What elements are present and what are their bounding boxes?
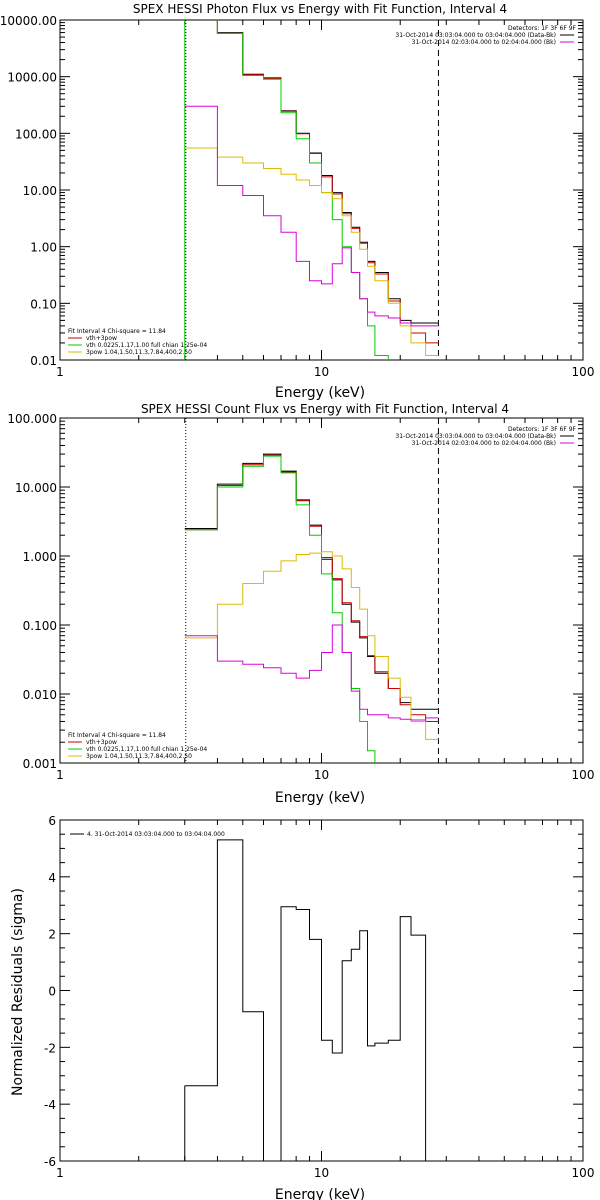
residuals-y-tick-label: -6 bbox=[44, 1155, 56, 1169]
residuals-y-tick-label: 6 bbox=[48, 814, 56, 828]
photon-flux-y-tick-label: 0.10 bbox=[30, 297, 57, 311]
chart-marks: 1 10 1000.010.101.0010.00100.001000.001000… bbox=[0, 14, 595, 1180]
photon-flux-series-vth bbox=[216, 20, 389, 360]
residuals-y-tick-label: 4 bbox=[48, 871, 56, 885]
photon-flux-legend-left: Fit Interval 4 Chi-square = 11.84 vth+3p… bbox=[68, 328, 207, 356]
residuals-x-tick-label: 10 bbox=[314, 1166, 329, 1180]
count-flux-xlabel: Energy (keV) bbox=[275, 790, 365, 806]
residuals-y-tick-label: -4 bbox=[44, 1098, 56, 1112]
residuals-x-tick-label: 1 bbox=[56, 1166, 64, 1180]
count-flux-y-tick-label: 0.010 bbox=[23, 688, 57, 702]
photon-flux-series-bk bbox=[184, 105, 439, 327]
residuals-x-tick-label: 100 bbox=[572, 1166, 595, 1180]
count-flux-x-tick-label: 100 bbox=[572, 768, 595, 782]
count-flux-y-tick-label: 10.000 bbox=[15, 481, 57, 495]
residuals-series-group bbox=[184, 839, 439, 1161]
count-flux-legend-bk: 31-Oct-2014 02:03:04.000 to 02:04:04.000… bbox=[412, 440, 556, 447]
photon-flux-legend-vth: vth 0.0225,1.17,1.00 full chian 1.25e-04 bbox=[86, 342, 207, 349]
photon-flux-title: SPEX HESSI Photon Flux vs Energy with Fi… bbox=[133, 2, 507, 16]
photon-flux-plot: 1 10 100 0.01 0.10 1.00 10.00 100.00 1000.00 1000… bbox=[0, 14, 595, 379]
photon-flux-panel: SPEX HESSI Photon Flux vs Energy with Fi… bbox=[68, 2, 577, 401]
photon-flux-x-tick-label: 100 bbox=[572, 365, 595, 379]
residuals-y-tick-label: -2 bbox=[44, 1041, 56, 1055]
count-flux-legend-right: Detectors: 1F 3F 6F 9F 31-Oct-2014 03:03… bbox=[395, 426, 576, 447]
photon-flux-y-tick-label: 10000.00 bbox=[0, 14, 57, 28]
photon-flux-legend-right: Detectors: 1F 3F 6F 9F 31-Oct-2014 03:03… bbox=[395, 25, 576, 46]
count-flux-series-group bbox=[184, 453, 439, 763]
count-flux-x-tick-label: 1 bbox=[56, 768, 64, 782]
photon-flux-y-tick-label: 1000.00 bbox=[7, 71, 57, 85]
photon-flux-legend-bk: 31-Oct-2014 02:03:04.000 to 02:04:04.000… bbox=[412, 39, 556, 46]
count-flux-legend-fit: Fit Interval 4 Chi-square = 11.84 bbox=[68, 732, 166, 739]
photon-flux-x-tick-label: 10 bbox=[314, 365, 329, 379]
residuals-series-residuals bbox=[184, 839, 439, 1161]
count-flux-series-bk bbox=[184, 624, 439, 721]
residuals-plot: 1 10 100 -6 -4 -2 0 2 4 6 bbox=[44, 814, 594, 1180]
count-flux-y-tick-label: 100.000 bbox=[7, 412, 57, 426]
residuals-xlabel: Energy (keV) bbox=[275, 1187, 365, 1200]
residuals-y-tick-label: 2 bbox=[48, 928, 56, 942]
photon-flux-series-3pow bbox=[184, 147, 439, 356]
residuals-y-tick-label: 0 bbox=[48, 985, 56, 999]
photon-flux-x-tick-label: 1 bbox=[56, 365, 64, 379]
count-flux-y-tick-label: 0.001 bbox=[23, 757, 57, 771]
photon-flux-legend-detectors: Detectors: 1F 3F 6F 9F bbox=[508, 25, 577, 32]
count-flux-legend-detectors: Detectors: 1F 3F 6F 9F bbox=[508, 426, 577, 433]
count-flux-legend-total: vth+3pow bbox=[86, 739, 117, 746]
count-flux-legend-3pow: 3pow 1.04,1.50,11.3,7.84,400,2.50 bbox=[86, 753, 192, 760]
photon-flux-xlabel: Energy (keV) bbox=[275, 385, 365, 401]
photon-flux-series-group bbox=[184, 20, 439, 360]
count-flux-y-tick-label: 1.000 bbox=[23, 550, 57, 564]
photon-flux-legend-3pow: 3pow 1.04,1.50,11.3,7.84,400,2.50 bbox=[86, 349, 192, 356]
count-flux-title: SPEX HESSI Count Flux vs Energy with Fit… bbox=[141, 402, 509, 416]
count-flux-legend-vth: vth 0.0225,1.17,1.00 full chian 1.25e-04 bbox=[86, 746, 207, 753]
count-flux-legend-left: Fit Interval 4 Chi-square = 11.84 vth+3p… bbox=[68, 732, 207, 760]
photon-flux-y-tick-label: 10.00 bbox=[23, 184, 57, 198]
count-flux-panel: SPEX HESSI Count Flux vs Energy with Fit… bbox=[68, 402, 577, 806]
residuals-ylabel: Normalized Residuals (sigma) bbox=[10, 888, 26, 1096]
residuals-legend: 4. 31-Oct-2014 03:03:04.000 to 03:04:04.… bbox=[87, 831, 225, 838]
count-flux-series-3pow bbox=[184, 551, 439, 740]
residuals-panel: Energy (keV) Normalized Residuals (sigma… bbox=[10, 831, 365, 1200]
count-flux-y-tick-label: 0.100 bbox=[23, 619, 57, 633]
photon-flux-legend-data: 31-Oct-2014 03:03:04.000 to 03:04:04.000… bbox=[395, 32, 556, 39]
photon-flux-y-tick-label: 0.01 bbox=[30, 354, 57, 368]
count-flux-legend-data: 31-Oct-2014 03:03:04.000 to 03:04:04.000… bbox=[395, 433, 556, 440]
count-flux-x-tick-label: 10 bbox=[314, 768, 329, 782]
photon-flux-legend-total: vth+3pow bbox=[86, 335, 117, 342]
photon-flux-legend-fit: Fit Interval 4 Chi-square = 11.84 bbox=[68, 328, 166, 335]
count-flux-plot: 1 10 100 0.001 0.010 0.100 1.000 10.000 100.000 bbox=[7, 412, 595, 782]
photon-flux-y-tick-label: 100.00 bbox=[15, 127, 57, 141]
photon-flux-y-tick-label: 1.00 bbox=[30, 241, 57, 255]
